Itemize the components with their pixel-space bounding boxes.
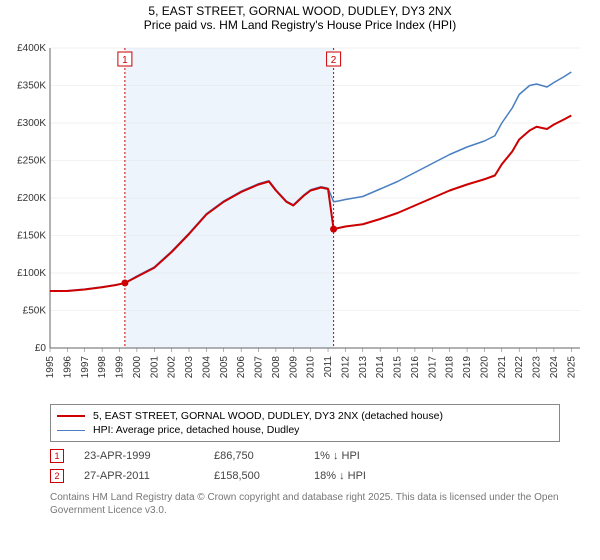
svg-text:£350K: £350K xyxy=(17,81,46,92)
svg-text:2020: 2020 xyxy=(479,356,490,379)
svg-text:£300K: £300K xyxy=(17,118,46,129)
svg-text:2006: 2006 xyxy=(236,356,247,379)
legend-label: 5, EAST STREET, GORNAL WOOD, DUDLEY, DY3… xyxy=(93,410,443,422)
svg-text:2013: 2013 xyxy=(358,356,369,379)
sale-diff: 1% ↓ HPI xyxy=(314,450,434,462)
svg-text:£50K: £50K xyxy=(23,306,47,317)
svg-text:£100K: £100K xyxy=(17,268,46,279)
svg-text:2: 2 xyxy=(331,55,337,66)
chart-subtitle: Price paid vs. HM Land Registry's House … xyxy=(0,18,600,38)
footnote: Contains HM Land Registry data © Crown c… xyxy=(0,486,600,525)
svg-text:1: 1 xyxy=(122,55,128,66)
svg-text:2012: 2012 xyxy=(340,356,351,379)
chart-title: 5, EAST STREET, GORNAL WOOD, DUDLEY, DY3… xyxy=(0,0,600,18)
svg-text:2016: 2016 xyxy=(410,356,421,379)
svg-text:£250K: £250K xyxy=(17,156,46,167)
svg-text:2005: 2005 xyxy=(219,356,230,379)
legend: 5, EAST STREET, GORNAL WOOD, DUDLEY, DY3… xyxy=(50,404,560,442)
svg-text:2023: 2023 xyxy=(532,356,543,379)
price-chart: £0 £50K £100K £150K £200K £250K £300K £350K £400… xyxy=(0,38,600,398)
svg-text:2019: 2019 xyxy=(462,356,473,379)
svg-text:£400K: £400K xyxy=(17,43,46,54)
sale-price: £86,750 xyxy=(214,450,314,462)
svg-text:1996: 1996 xyxy=(62,356,73,379)
sale-date: 23-APR-1999 xyxy=(84,450,214,462)
sale-row: 1 23-APR-1999 £86,750 1% ↓ HPI xyxy=(0,446,600,466)
svg-text:2017: 2017 xyxy=(427,356,438,379)
svg-text:2009: 2009 xyxy=(288,356,299,379)
legend-item-price-paid: 5, EAST STREET, GORNAL WOOD, DUDLEY, DY3… xyxy=(57,409,553,423)
sale-diff: 18% ↓ HPI xyxy=(314,470,434,482)
svg-text:2022: 2022 xyxy=(514,356,525,379)
svg-text:2015: 2015 xyxy=(393,356,404,379)
svg-text:1999: 1999 xyxy=(115,356,126,379)
svg-text:2003: 2003 xyxy=(184,356,195,379)
svg-text:2018: 2018 xyxy=(445,356,456,379)
sale-date: 27-APR-2011 xyxy=(84,470,214,482)
svg-text:2000: 2000 xyxy=(132,356,143,379)
sale-row: 2 27-APR-2011 £158,500 18% ↓ HPI xyxy=(0,466,600,486)
svg-text:2001: 2001 xyxy=(149,356,160,379)
svg-text:£200K: £200K xyxy=(17,193,46,204)
legend-label: HPI: Average price, detached house, Dudl… xyxy=(93,424,299,436)
svg-text:£0: £0 xyxy=(35,343,47,354)
svg-text:2025: 2025 xyxy=(566,356,577,379)
legend-swatch xyxy=(57,415,85,417)
svg-text:2011: 2011 xyxy=(323,356,334,378)
svg-text:2021: 2021 xyxy=(497,356,508,379)
svg-text:2008: 2008 xyxy=(271,356,282,379)
svg-text:2010: 2010 xyxy=(306,356,317,379)
svg-text:1995: 1995 xyxy=(45,356,56,379)
sale-price: £158,500 xyxy=(214,470,314,482)
svg-text:2024: 2024 xyxy=(549,356,560,379)
sale-marker-icon: 1 xyxy=(50,449,64,463)
svg-text:2002: 2002 xyxy=(167,356,178,379)
sale-marker-icon: 2 xyxy=(50,469,64,483)
svg-text:1997: 1997 xyxy=(80,356,91,379)
svg-text:2014: 2014 xyxy=(375,356,386,379)
svg-text:2004: 2004 xyxy=(201,356,212,379)
svg-text:1998: 1998 xyxy=(97,356,108,379)
svg-text:2007: 2007 xyxy=(254,356,265,379)
legend-item-hpi: HPI: Average price, detached house, Dudl… xyxy=(57,423,553,437)
svg-text:£150K: £150K xyxy=(17,231,46,242)
legend-swatch xyxy=(57,430,85,431)
